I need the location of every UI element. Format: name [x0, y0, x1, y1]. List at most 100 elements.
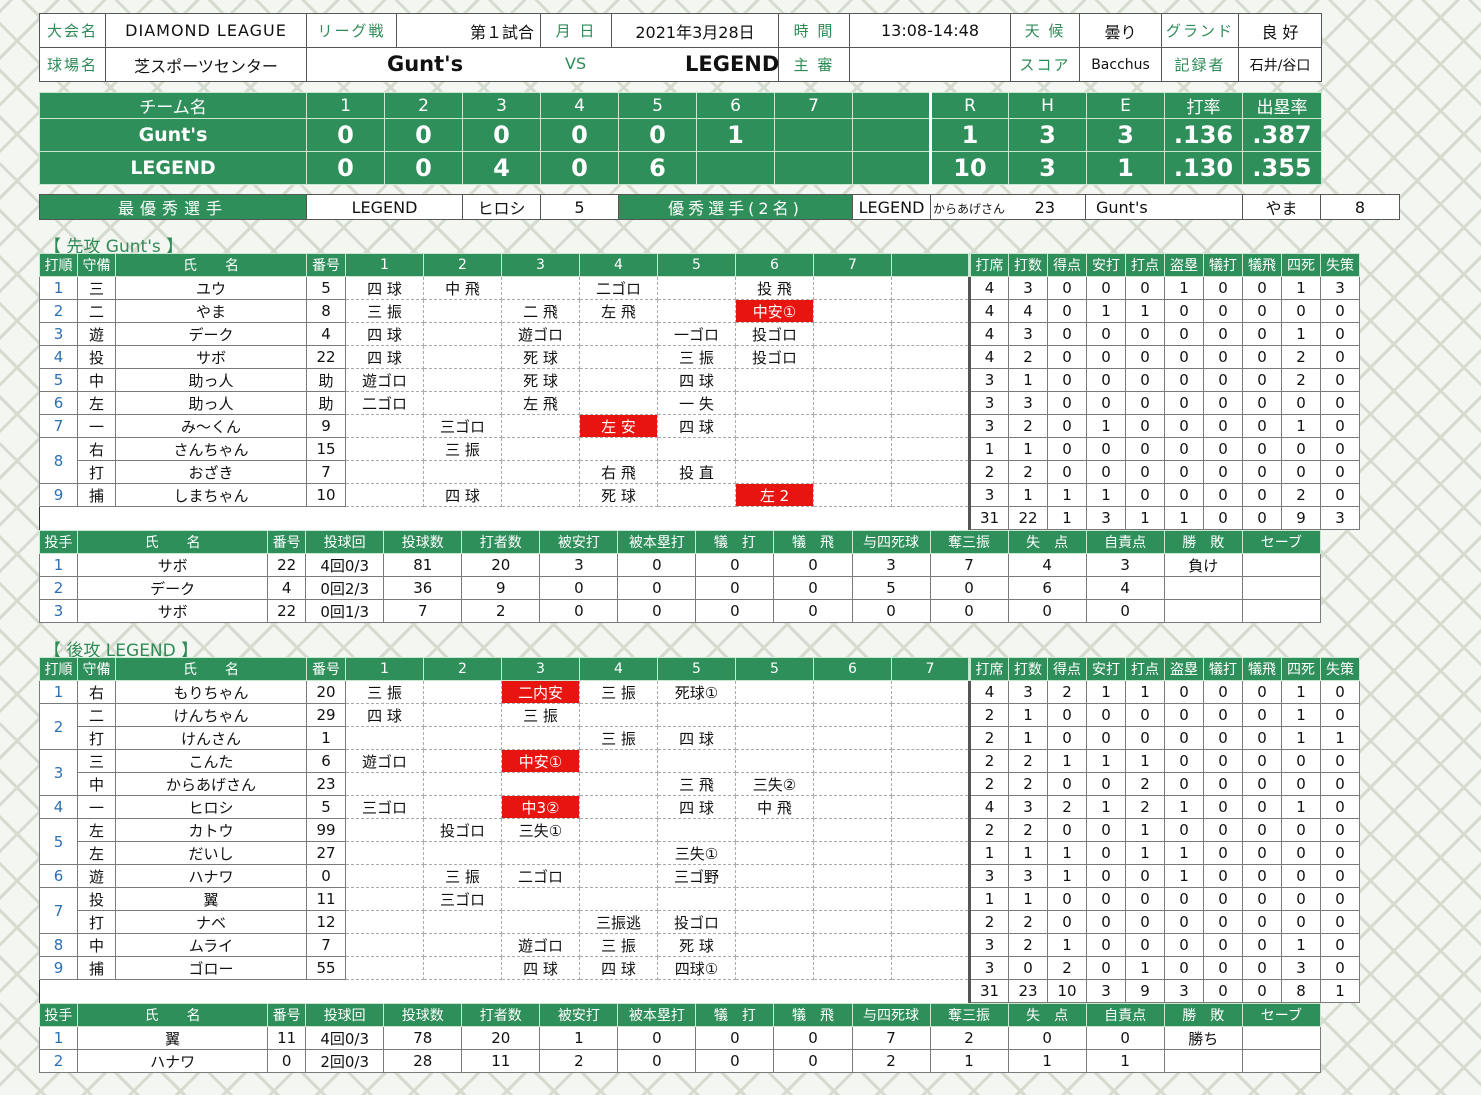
batting-header: 安打 [1086, 253, 1126, 277]
inning-result [813, 460, 892, 484]
batting-stat: 0 [1047, 414, 1087, 438]
batting-stat: 0 [1164, 703, 1204, 727]
inning-result [345, 726, 424, 750]
batter-row: 2 二やま 8 三 振二 飛左 飛中安① 4 4 0 1 1 0 0 0 0 0 [39, 299, 1360, 323]
batting-stat: 1 [1008, 483, 1048, 507]
pitching-stat [1241, 599, 1322, 623]
batting-stat: 4 [1008, 299, 1048, 323]
batting-stat: 1 [1008, 841, 1048, 865]
batting-stat: 0 [1320, 795, 1360, 819]
batting-stat: 1 [1281, 322, 1321, 346]
inning-result [423, 749, 502, 773]
batting-stat: 0 [1320, 933, 1360, 957]
batting-stat: 0 [1047, 703, 1087, 727]
inning-result [813, 887, 892, 911]
batting-stat: 0 [1203, 276, 1243, 300]
good1-team: LEGEND [852, 194, 931, 220]
scoreboard-header: R [929, 92, 1009, 119]
pitching-stat: 3 [851, 553, 931, 577]
inning-result [735, 460, 814, 484]
batting-order: 5 [39, 818, 78, 865]
player-number: 助 [306, 391, 346, 415]
pitching-stat: 7 [929, 553, 1009, 577]
batting-stat: 1 [1086, 749, 1126, 773]
batting-stat: 0 [1320, 818, 1360, 842]
position: 一 [77, 414, 116, 438]
player-name: こんた [115, 749, 307, 773]
batting-order: 9 [39, 956, 78, 980]
scoreboard-cell: 0 [306, 151, 385, 185]
inning-result: 三失① [657, 841, 736, 865]
inning-result [501, 887, 580, 911]
inning-result: 中安① [735, 299, 814, 323]
player-number: 8 [306, 299, 346, 323]
position: 捕 [77, 956, 116, 980]
batting-stat: 0 [1281, 887, 1321, 911]
inning-result: 一ゴロ [657, 322, 736, 346]
batting-stat: 0 [1164, 933, 1204, 957]
player-name: ゴロー [115, 956, 307, 980]
pitching-header: セーブ [1241, 530, 1322, 554]
batting-header: 安打 [1086, 657, 1126, 681]
inning-result [423, 841, 502, 865]
inning-result: 四 球 [423, 483, 502, 507]
mvp-number: 5 [540, 194, 619, 220]
inning-result [345, 910, 424, 934]
batting-stat: 0 [1320, 299, 1360, 323]
batting-stat: 1 [1047, 749, 1087, 773]
pitching-header: 氏 名 [77, 1003, 269, 1027]
batting-total-row: 31 23 10 3 9 3 0 0 8 1 [40, 979, 1360, 1003]
batting-total: 0 [1203, 506, 1243, 530]
pitching-header: 勝 敗 [1163, 530, 1243, 554]
batting-stat: 0 [1242, 299, 1282, 323]
batting-stat: 0 [1242, 841, 1282, 865]
inning-result [813, 680, 892, 704]
inning-result: 投ゴロ [735, 322, 814, 346]
inning-result: 二ゴロ [579, 276, 658, 300]
pitching-stat: 0 [773, 553, 853, 577]
position: 右 [77, 680, 116, 704]
batting-stat: 0 [1164, 680, 1204, 704]
position: 右 [77, 437, 116, 461]
player-name: からあげさん [115, 772, 307, 796]
batting-stat: 2 [1125, 772, 1165, 796]
batting-stat: 0 [1164, 887, 1204, 911]
batting-stat: 0 [1281, 818, 1321, 842]
pitching-stat: 0 [1085, 599, 1165, 623]
weather-label: 天 候 [1010, 13, 1080, 48]
scoreboard-cell: 1 [696, 118, 775, 152]
batting-stat: 2 [1281, 483, 1321, 507]
batting-stat: 1 [1125, 749, 1165, 773]
inning-result [891, 818, 970, 842]
inning-result [735, 841, 814, 865]
inning-result [813, 368, 892, 392]
batting-stat: 0 [1164, 910, 1204, 934]
legend-pitching-table: 投手氏 名番号 投球回 投球数 打者数 被安打 被本塁打犠 打犠 飛与四死球 奪三振失 点自… [38, 1003, 1322, 1073]
batting-stat: 1 [1281, 414, 1321, 438]
inning-result: 二内安 [501, 680, 580, 704]
player-number: 6 [306, 749, 346, 773]
inning-result: 中 飛 [423, 276, 502, 300]
batting-stat: 0 [1203, 680, 1243, 704]
pitching-stat [1241, 576, 1322, 600]
inning-result: 左 飛 [579, 299, 658, 323]
scoreboard-cell: .355 [1242, 151, 1322, 185]
batting-stat: 3 [1008, 322, 1048, 346]
scoreboard-cell [852, 151, 931, 185]
batting-stat: 3 [968, 391, 1009, 415]
batting-stat: 2 [968, 726, 1009, 750]
inning-result: 中3② [501, 795, 580, 819]
batting-stat: 1 [1125, 841, 1165, 865]
position: 三 [77, 749, 116, 773]
inning-result: 中安① [501, 749, 580, 773]
pitching-stat: 0 [1007, 1026, 1087, 1050]
batting-stat: 2 [1047, 956, 1087, 980]
batter-row: 7 投翼 11 三ゴロ 1 1 0 0 0 0 0 0 0 0 [39, 887, 1360, 934]
pitching-stat: 0 [617, 1049, 697, 1073]
pitching-stat: 2 [929, 1026, 1009, 1050]
player-number: 4 [306, 322, 346, 346]
pitching-stat: 0 [695, 576, 775, 600]
pitching-header: 奪三振 [929, 530, 1009, 554]
legend-batting-table: 打順 守備氏 名番号 1 2 3 4 5 5 6 7 打席 打数 得点 安打 打点 盗塁 犠打 犠飛 四死 失策 1 右も… [39, 657, 1360, 1003]
